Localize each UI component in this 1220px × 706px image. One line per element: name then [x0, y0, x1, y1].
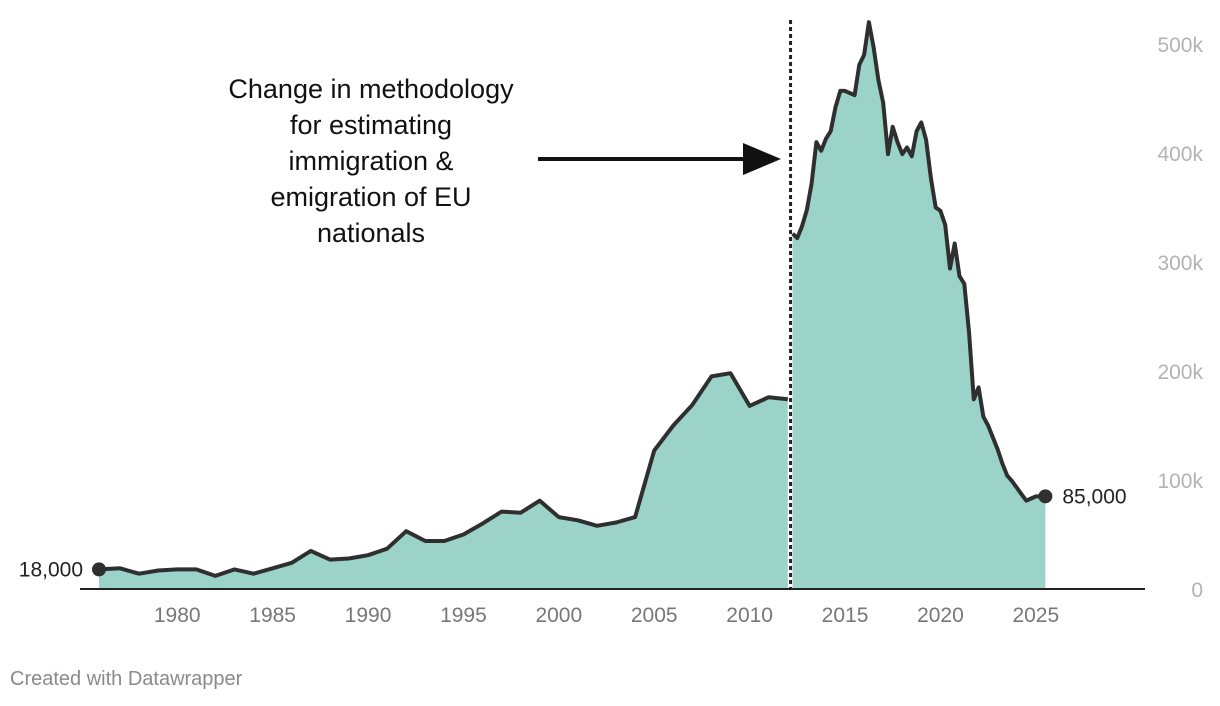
series-area-0 — [99, 373, 788, 589]
x-tick-label: 2005 — [631, 604, 678, 627]
y-tick-label: 400k — [1157, 143, 1203, 166]
endpoint-markers: 18,000 85,000 — [19, 485, 1127, 581]
x-tick-label: 2010 — [726, 604, 773, 627]
annotation-line: emigration of EU — [270, 182, 471, 212]
x-tick-label: 1995 — [440, 604, 487, 627]
series-line-0 — [98, 371, 789, 578]
start-value-label: 18,000 — [19, 558, 83, 581]
methodology-annotation: Change in methodology for estimating imm… — [228, 74, 781, 248]
x-axis-ticks: 1980 1985 1990 1995 2000 2005 2010 2015 2020 2025 — [154, 604, 1059, 627]
y-tick-label: 100k — [1157, 470, 1203, 493]
y-tick-label: 0 — [1191, 579, 1203, 602]
datawrapper-credit: Created with Datawrapper — [10, 668, 243, 690]
annotation-line: immigration & — [288, 146, 453, 176]
y-axis-ticks: 0 100k 200k 300k 400k 500k — [1157, 34, 1203, 602]
annotation-line: for estimating — [290, 110, 452, 140]
x-tick-label: 1990 — [345, 604, 392, 627]
annotation-arrow-head — [743, 143, 781, 175]
series-line-1 — [791, 20, 1046, 503]
x-tick-label: 2020 — [917, 604, 964, 627]
x-tick-label: 1980 — [154, 604, 201, 627]
annotation-line: nationals — [317, 218, 425, 248]
series-area-1 — [792, 22, 1046, 589]
end-point-marker — [1038, 489, 1053, 504]
y-tick-label: 300k — [1157, 252, 1203, 275]
y-tick-label: 200k — [1157, 361, 1203, 384]
area-layer — [99, 22, 1046, 589]
x-tick-label: 1985 — [249, 604, 296, 627]
annotation-line: Change in methodology — [228, 74, 514, 104]
x-tick-label: 2015 — [822, 604, 869, 627]
y-tick-label: 500k — [1157, 34, 1203, 57]
x-tick-label: 2025 — [1012, 604, 1059, 627]
line-layer — [98, 20, 1046, 578]
x-tick-label: 2000 — [535, 604, 582, 627]
end-value-label: 85,000 — [1062, 485, 1126, 508]
start-point-marker — [92, 562, 106, 577]
